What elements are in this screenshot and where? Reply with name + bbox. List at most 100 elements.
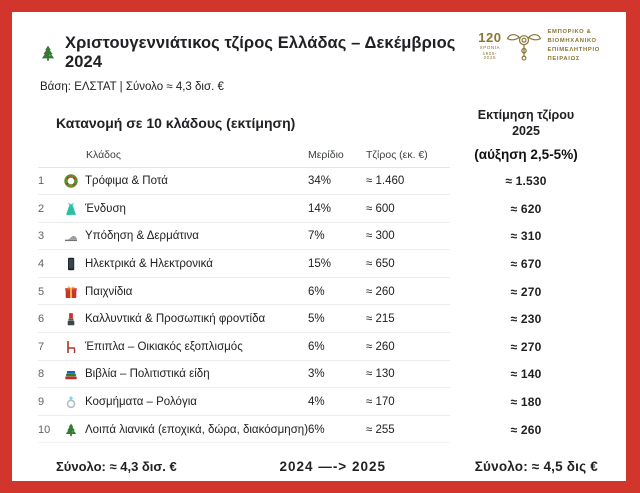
turnover-value: ≈ 300	[366, 230, 395, 243]
chamber-logo: 120 ΧΡΟΝΙΑ 1905-2025	[478, 28, 600, 64]
chair-icon	[64, 340, 78, 354]
caduceus-emblem-icon	[506, 30, 542, 62]
year-transition: 2024 —-> 2025	[279, 459, 386, 475]
row-rank: 3	[38, 230, 45, 243]
table-row: 8 Βιβλία – Πολιτιστικά είδη 3% ≈ 130 ≈ 1…	[38, 361, 602, 389]
estimate-value: ≈ 180	[510, 395, 542, 410]
estimate-value: ≈ 140	[510, 367, 542, 382]
logo-anniversary: 120 ΧΡΟΝΙΑ 1905-2025	[478, 31, 501, 61]
books-icon	[64, 367, 78, 381]
share-value: 34%	[308, 175, 332, 188]
turnover-value: ≈ 600	[366, 202, 395, 215]
estimate-value: ≈ 270	[510, 284, 542, 299]
row-rank: 1	[38, 175, 45, 188]
table-row: 7 Έπιπλα – Οικιακός εξοπλισμός 6% ≈ 260 …	[38, 333, 602, 361]
logo-years-label: ΧΡΟΝΙΑ	[479, 44, 501, 50]
share-value: 5%	[308, 313, 325, 326]
ring-icon	[64, 395, 78, 409]
sector-label: Παιχνίδια	[85, 285, 133, 298]
estimate-2025-header: Εκτίμηση τζίρου 2025	[450, 107, 602, 140]
turnover-value: ≈ 130	[366, 368, 395, 381]
christmas-tree-icon	[64, 423, 78, 437]
turnover-value: ≈ 170	[366, 396, 395, 409]
table-row: 4 Ηλεκτρικά & Ηλεκτρονικά 15% ≈ 650 ≈ 67…	[38, 250, 602, 278]
row-sector: Βιβλία – Πολιτιστικά είδη	[64, 367, 308, 381]
sector-label: Τρόφιμα & Ποτά	[85, 175, 168, 188]
estimate-value: ≈ 1.530	[505, 174, 547, 189]
sector-label: Καλλυντικά & Προσωπική φροντίδα	[85, 313, 266, 326]
estimate-value: ≈ 310	[510, 229, 542, 244]
estimate-value: ≈ 670	[510, 257, 542, 272]
table-row: 3 Υπόδηση & Δερμάτινα 7% ≈ 300 ≈ 310	[38, 223, 602, 251]
sector-label: Υπόδηση & Δερμάτινα	[85, 230, 199, 243]
dress-icon	[64, 202, 78, 216]
sector-label: Ηλεκτρικά & Ηλεκτρονικά	[85, 258, 213, 271]
turnover-value: ≈ 260	[366, 340, 395, 353]
total-2024: Σύνολο: ≈ 4,3 δισ. €	[56, 459, 177, 475]
row-sector: Λοιπά λιανικά (εποχικά, δώρα, διακόσμηση…	[64, 423, 308, 437]
share-value: 15%	[308, 258, 332, 271]
row-rank: 10	[38, 423, 51, 436]
share-value: 7%	[308, 230, 325, 243]
row-rank: 2	[38, 202, 45, 215]
section-row: Κατανομή σε 10 κλάδους (εκτίμηση) Εκτίμη…	[38, 107, 602, 140]
column-header-sector: Κλάδος	[86, 148, 121, 161]
share-value: 6%	[308, 340, 325, 353]
title-wrap: Χριστουγεννιάτικος τζίρος Ελλάδας – Δεκέ…	[40, 34, 478, 72]
row-sector: Ηλεκτρικά & Ηλεκτρονικά	[64, 257, 308, 271]
estimate-value: ≈ 270	[510, 339, 542, 354]
row-rank: 8	[38, 368, 45, 381]
column-header-increase: (αύξηση 2,5-5%)	[474, 147, 578, 162]
column-header-turnover: Τζίρος (εκ. €)	[366, 148, 428, 161]
sector-label: Λοιπά λιανικά (εποχικά, δώρα, διακόσμηση…	[85, 423, 308, 436]
table-row: 10 Λοιπά λιανικά (εποχικά, δώρα, διακόσμ…	[38, 416, 602, 444]
turnover-value: ≈ 215	[366, 313, 395, 326]
page-title: Χριστουγεννιάτικος τζίρος Ελλάδας – Δεκέ…	[65, 34, 456, 71]
row-sector: Καλλυντικά & Προσωπική φροντίδα	[64, 312, 308, 326]
christmas-tree-icon	[40, 45, 56, 62]
column-header-share: Μερίδιο	[308, 148, 344, 161]
content-card: Χριστουγεννιάτικος τζίρος Ελλάδας – Δεκέ…	[12, 12, 626, 481]
source-subtitle: Βάση: ΕΛΣΤΑΤ | Σύνολο ≈ 4,3 δισ. €	[40, 81, 224, 93]
table-row: 9 Κοσμήματα – Ρολόγια 4% ≈ 170 ≈ 180	[38, 388, 602, 416]
logo-org-line: ΕΜΠΟΡΙΚΟ &	[547, 29, 592, 35]
logo-years-number: 120	[478, 30, 502, 46]
share-value: 6%	[308, 285, 325, 298]
sector-label: Έπιπλα – Οικιακός εξοπλισμός	[85, 340, 243, 353]
row-rank: 5	[38, 285, 45, 298]
logo-years-range: 1905-2025	[482, 50, 498, 61]
estimate-value: ≈ 260	[510, 422, 542, 437]
table-row: 5 Παιχνίδια 6% ≈ 260 ≈ 270	[38, 278, 602, 306]
share-value: 14%	[308, 202, 332, 215]
estimate-header-line1: Εκτίμηση τζίρου	[477, 108, 575, 122]
row-sector: Ένδυση	[64, 202, 308, 216]
row-rank: 6	[38, 313, 45, 326]
share-value: 3%	[308, 368, 325, 381]
share-value: 4%	[308, 396, 325, 409]
sector-label: Βιβλία – Πολιτιστικά είδη	[85, 368, 210, 381]
table-row: 2 Ένδυση 14% ≈ 600 ≈ 620	[38, 195, 602, 223]
row-sector: Τρόφιμα & Ποτά	[64, 174, 308, 188]
total-2025: Σύνολο: ≈ 4,5 δις €	[474, 459, 598, 475]
smartphone-icon	[64, 257, 78, 271]
lipstick-icon	[64, 312, 78, 326]
gift-icon	[64, 285, 78, 299]
turnover-value: ≈ 260	[366, 285, 395, 298]
estimate-value: ≈ 230	[510, 312, 542, 327]
row-rank: 4	[38, 258, 45, 271]
estimate-value: ≈ 620	[510, 201, 542, 216]
shoe-icon	[64, 229, 78, 243]
table-body: 1 Τρόφιμα & Ποτά 34% ≈ 1.460 ≈ 1.530 2 Έ…	[38, 168, 602, 444]
sector-label: Κοσμήματα – Ρολόγια	[85, 396, 197, 409]
footer: Σύνολο: ≈ 4,3 δισ. € 2024 —-> 2025 Σύνολ…	[38, 459, 602, 474]
estimate-header-line2: 2025	[512, 124, 540, 139]
table-header: Κλάδος Μερίδιο Τζίρος (εκ. €) (αύξηση 2,…	[38, 142, 602, 168]
row-sector: Έπιπλα – Οικιακός εξοπλισμός	[64, 340, 308, 354]
turnover-value: ≈ 1.460	[366, 175, 405, 188]
turnover-value: ≈ 650	[366, 258, 395, 271]
section-title: Κατανομή σε 10 κλάδους (εκτίμηση)	[56, 115, 296, 131]
header: Χριστουγεννιάτικος τζίρος Ελλάδας – Δεκέ…	[38, 26, 602, 72]
row-sector: Υπόδηση & Δερμάτινα	[64, 229, 308, 243]
table-row: 6 Καλλυντικά & Προσωπική φροντίδα 5% ≈ 2…	[38, 305, 602, 333]
